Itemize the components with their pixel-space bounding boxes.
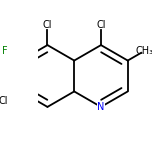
Text: Cl: Cl: [0, 96, 8, 106]
Text: Cl: Cl: [96, 20, 106, 30]
Text: N: N: [97, 102, 105, 112]
Text: Cl: Cl: [43, 20, 52, 30]
Text: CH₃: CH₃: [136, 46, 152, 56]
Text: F: F: [2, 46, 7, 56]
